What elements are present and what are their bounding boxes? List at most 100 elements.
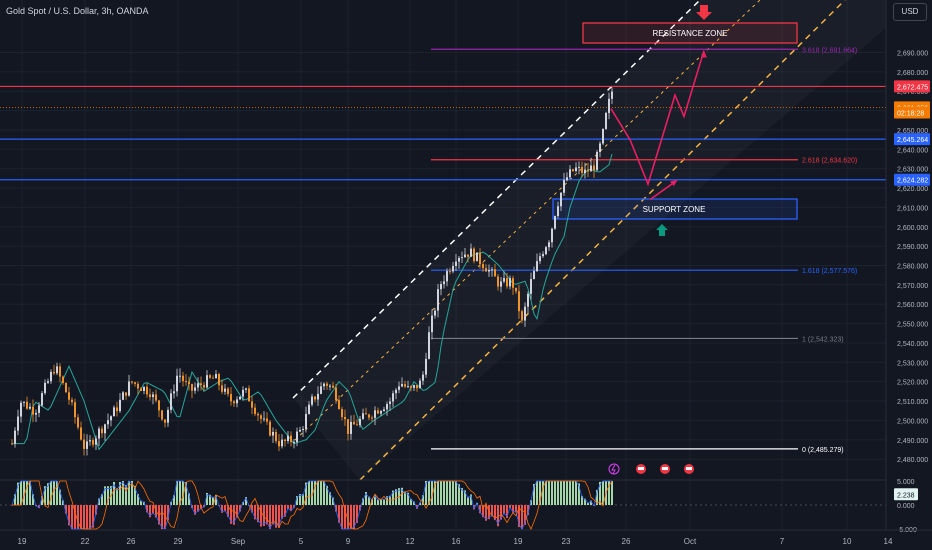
candle-body: [473, 248, 475, 262]
candle-body: [77, 417, 79, 428]
price-tick-label: 2,600.000: [897, 225, 928, 232]
candle-body: [257, 413, 259, 416]
fib-label: 0 (2,485.279): [802, 447, 844, 454]
candle-body: [476, 252, 478, 262]
macd-bar: [338, 505, 340, 523]
candle-body: [197, 383, 199, 388]
candle-body: [320, 386, 322, 394]
fib-label: 2.618 (2,634.620): [802, 158, 857, 165]
candle-body: [410, 386, 412, 388]
lightning-icon[interactable]: [608, 463, 620, 475]
candle-body: [230, 394, 232, 402]
macd-bar: [86, 505, 88, 529]
currency-button[interactable]: USD: [893, 3, 927, 21]
macd-bar: [302, 494, 304, 505]
price-tick-label: 2,500.000: [897, 418, 928, 425]
macd-bar: [176, 481, 178, 505]
macd-bar: [563, 481, 565, 505]
signal-line: [12, 480, 613, 530]
candle-body: [146, 386, 148, 395]
candle-body: [581, 166, 583, 174]
candle-body: [326, 383, 328, 386]
candle-body: [398, 386, 400, 390]
macd-bar: [47, 483, 49, 505]
price-badge-label: 2,624.282: [897, 178, 928, 185]
candle-body: [368, 414, 370, 418]
macd-bar: [215, 494, 217, 505]
candle-body: [20, 402, 22, 417]
macd-bar: [419, 502, 421, 505]
candle-body: [269, 421, 271, 436]
macd-bar: [98, 498, 100, 505]
macd-bar: [299, 494, 301, 505]
macd-bar: [332, 497, 334, 505]
candle-body: [395, 389, 397, 394]
event-icons[interactable]: [608, 463, 694, 475]
candle-body: [464, 254, 466, 258]
candle-body: [392, 393, 394, 402]
macd-bar: [344, 505, 346, 529]
fib-label: 3.618 (2,691.664): [802, 47, 857, 54]
candle-body: [296, 431, 298, 442]
time-tick-label: 5: [299, 537, 304, 546]
candle-body: [218, 374, 220, 386]
candle-body: [101, 428, 103, 434]
price-badge: [894, 80, 930, 93]
support-zone-box: [552, 198, 798, 220]
macd-bar: [341, 505, 343, 529]
macd-bar: [95, 505, 97, 515]
macd-bar: [152, 505, 154, 514]
candle-body: [209, 375, 211, 378]
macd-pane: [0, 479, 886, 530]
macd-bar: [584, 498, 586, 505]
macd-tick-label: 5.000: [897, 479, 915, 486]
candle-body: [140, 388, 142, 391]
candle-body: [32, 406, 34, 415]
price-axis[interactable]: 2,480.000 2,490.000 2,500.000 2,510.000 2,52…: [885, 0, 932, 550]
candle-body: [44, 382, 46, 394]
macd-bar: [362, 498, 364, 505]
candle-body: [248, 388, 250, 402]
macd-bar: [497, 505, 499, 527]
candle-body: [65, 382, 67, 393]
candle-body: [302, 428, 304, 430]
macd-bar: [161, 505, 163, 529]
time-tick-label: 26: [622, 537, 631, 546]
price-badge: [894, 173, 930, 186]
us-flag-stripe: [662, 467, 668, 470]
macd-bar: [596, 489, 598, 505]
candle-body: [128, 381, 130, 396]
macd-bar: [503, 505, 505, 515]
candle-body: [176, 375, 178, 392]
macd-bar: [263, 505, 265, 527]
macd-bar: [485, 505, 487, 521]
macd-bar: [311, 481, 313, 505]
projection: [610, 50, 707, 201]
candle-body: [224, 388, 226, 392]
macd-bar: [395, 489, 397, 505]
macd-bar: [59, 489, 61, 505]
candle-body: [17, 416, 19, 431]
candle-body: [215, 374, 217, 379]
time-tick-label: 12: [406, 537, 415, 546]
zones: RESISTANCE ZONE SUPPORT ZONE: [552, 5, 798, 236]
candle-body: [425, 358, 427, 375]
candle-body: [452, 266, 454, 272]
macd-bar: [569, 481, 571, 505]
candle-body: [428, 332, 430, 359]
macd-bar: [380, 498, 382, 505]
candle-body: [578, 166, 580, 168]
macd-bar: [491, 505, 493, 517]
candle-body: [317, 393, 319, 400]
candle-body: [584, 169, 586, 174]
candle-body: [116, 407, 118, 412]
macd-bar: [329, 492, 331, 505]
macd-bar: [44, 486, 46, 505]
candle-body: [344, 416, 346, 420]
candle-body: [185, 381, 187, 383]
candle-body: [371, 417, 373, 419]
time-axis[interactable]: 19 22 26 29 Sep 5 9 12 16 19 23 26 Oct 7 10 14: [0, 529, 932, 546]
candle-body: [200, 383, 202, 385]
